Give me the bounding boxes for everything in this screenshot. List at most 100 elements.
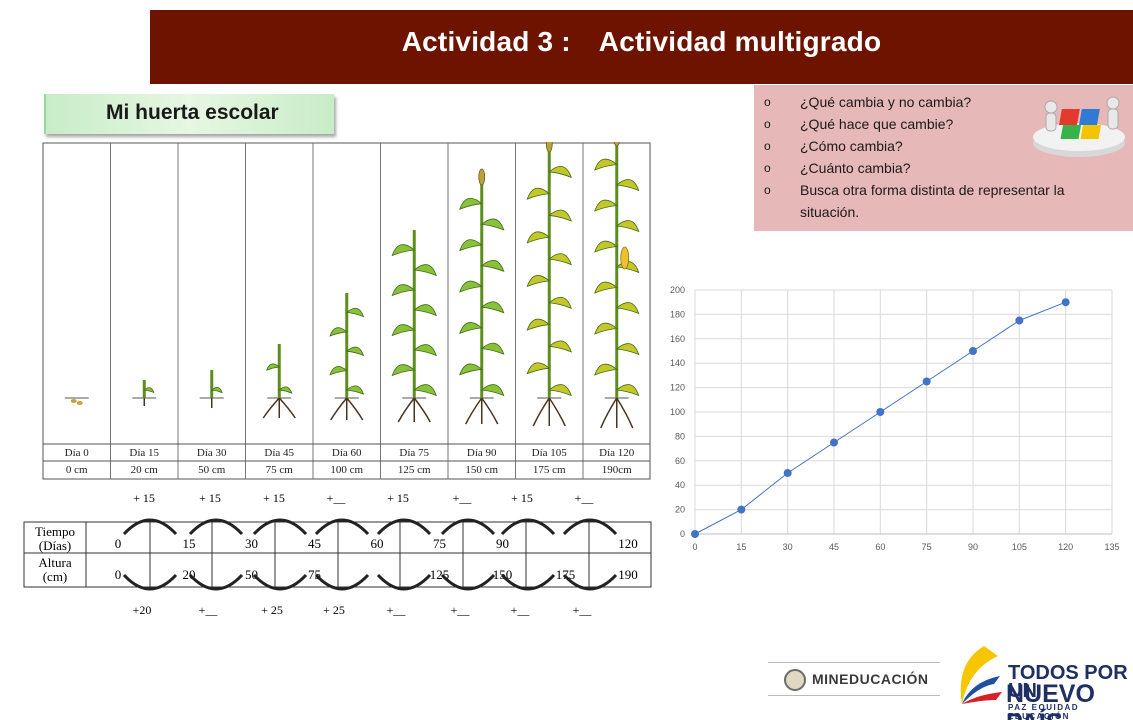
leaf bbox=[413, 384, 437, 397]
x-tick-label: 60 bbox=[875, 542, 885, 552]
question-text: ¿Qué hace que cambie? bbox=[800, 116, 954, 132]
colombia-flag-icon bbox=[960, 646, 1002, 704]
altura-value: 20 bbox=[183, 567, 196, 582]
leaf bbox=[278, 386, 293, 394]
question-text: Busca otra forma distinta de representar… bbox=[800, 182, 1065, 220]
chart-area bbox=[652, 270, 1130, 566]
tiempo-value: 0 bbox=[115, 536, 122, 551]
top-increment: + 15 bbox=[133, 491, 155, 505]
leaf bbox=[413, 304, 437, 317]
x-tick-label: 30 bbox=[783, 542, 793, 552]
title-part-1: Actividad 3 : bbox=[401, 26, 571, 57]
top-increment: +__ bbox=[575, 491, 595, 505]
leaf bbox=[594, 281, 618, 294]
bottom-increment: + 25 bbox=[323, 603, 345, 617]
height-label: 20 cm bbox=[131, 464, 159, 476]
bottom-increment: +__ bbox=[451, 603, 471, 617]
leaf bbox=[526, 275, 551, 288]
tassel bbox=[478, 168, 486, 186]
day-label: Día 45 bbox=[264, 447, 294, 459]
page-title: Actividad 3 : Actividad multigrado bbox=[150, 26, 1133, 58]
root bbox=[616, 397, 634, 429]
tiempo-value: 75 bbox=[433, 536, 446, 551]
list-bullet: o bbox=[764, 183, 771, 197]
leaf bbox=[594, 322, 618, 335]
altura-value: 50 bbox=[245, 567, 258, 582]
list-item: o Busca otra forma distinta de representa… bbox=[764, 179, 1129, 223]
altura-value: 0 bbox=[115, 567, 122, 582]
leaf bbox=[480, 384, 505, 397]
x-tick-label: 120 bbox=[1058, 542, 1073, 552]
bottom-increment: +__ bbox=[199, 603, 219, 617]
plant-icon bbox=[64, 397, 89, 405]
top-increment: + 15 bbox=[511, 491, 533, 505]
bottom-increment: + 25 bbox=[261, 603, 283, 617]
leaf bbox=[459, 280, 483, 293]
tiempo-value: 60 bbox=[371, 536, 384, 551]
leaf bbox=[548, 384, 572, 397]
root bbox=[481, 397, 499, 425]
leaf bbox=[615, 384, 640, 397]
altura-label: Altura bbox=[38, 555, 71, 570]
top-arc bbox=[188, 518, 244, 536]
top-arc bbox=[122, 518, 178, 536]
leaf bbox=[459, 363, 483, 376]
todos-line-1: TODOS POR UN bbox=[1008, 662, 1128, 702]
root bbox=[532, 397, 550, 427]
leaf bbox=[615, 302, 640, 315]
title-banner: Actividad 3 : Actividad multigrado bbox=[150, 10, 1133, 84]
plant-icon bbox=[459, 168, 505, 425]
leaf bbox=[480, 342, 505, 355]
leaf bbox=[345, 346, 365, 357]
height-label: 100 cm bbox=[330, 464, 363, 476]
list-item: o ¿Cuánto cambia? bbox=[764, 157, 1129, 179]
plant-icon bbox=[262, 344, 296, 419]
root bbox=[600, 397, 618, 429]
root bbox=[346, 397, 364, 421]
sequence-frame bbox=[23, 521, 652, 588]
data-point bbox=[1015, 316, 1024, 325]
leaf bbox=[615, 343, 640, 356]
bottom-arc bbox=[122, 573, 178, 591]
root bbox=[397, 397, 415, 423]
question-text: ¿Cuánto cambia? bbox=[800, 160, 911, 176]
leaf bbox=[391, 364, 416, 377]
series-line bbox=[694, 301, 1066, 535]
y-tick-label: 80 bbox=[675, 431, 685, 441]
question-text: ¿Cómo cambia? bbox=[800, 138, 903, 154]
todos-line-2: NUEVO PAÍS bbox=[1006, 680, 1095, 720]
leaf bbox=[615, 179, 640, 192]
data-point bbox=[876, 408, 885, 416]
x-tick-label: 15 bbox=[736, 542, 746, 552]
leaf bbox=[526, 362, 551, 375]
root bbox=[278, 397, 296, 419]
bottom-arc bbox=[440, 573, 496, 591]
top-increment: + 15 bbox=[263, 491, 285, 505]
day-label: Día 75 bbox=[399, 447, 429, 459]
root bbox=[465, 397, 483, 425]
top-increment: + 15 bbox=[387, 491, 409, 505]
altura-value: 190 bbox=[618, 567, 638, 582]
puzzle-team-icon bbox=[1033, 96, 1125, 157]
question-text: ¿Qué cambia y no cambia? bbox=[800, 94, 972, 110]
mineducacion-text: MINEDUCACIÓN bbox=[812, 671, 929, 687]
leaf bbox=[143, 387, 155, 394]
section-tag-label: Mi huerta escolar bbox=[106, 101, 279, 124]
altura-value: 75 bbox=[308, 567, 321, 582]
leaf bbox=[594, 199, 618, 212]
list-bullet: o bbox=[764, 117, 771, 131]
top-increment: + 15 bbox=[199, 491, 221, 505]
x-tick-label: 90 bbox=[968, 542, 978, 552]
altura-value: 125 bbox=[430, 567, 450, 582]
plant-icon bbox=[526, 142, 572, 427]
list-item: o ¿Qué cambia y no cambia? bbox=[764, 91, 1129, 113]
section-tag: Mi huerta escolar bbox=[44, 94, 334, 134]
top-arc bbox=[314, 518, 370, 536]
data-point bbox=[737, 505, 746, 514]
y-tick-label: 100 bbox=[670, 407, 685, 417]
data-point bbox=[1061, 298, 1070, 307]
top-arc bbox=[376, 518, 432, 536]
data-point bbox=[969, 347, 977, 355]
tassel bbox=[545, 142, 553, 153]
top-arc bbox=[252, 518, 308, 536]
